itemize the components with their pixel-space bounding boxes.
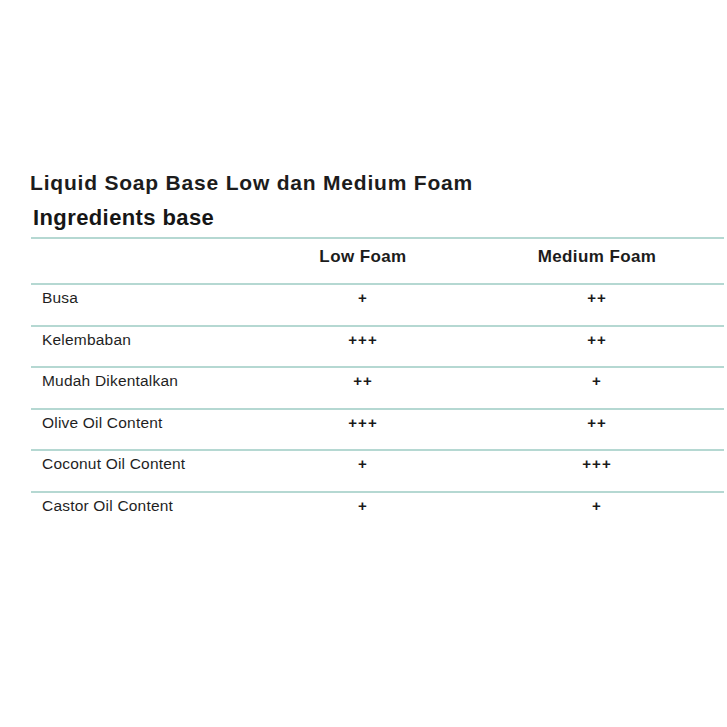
row-label-castor-oil-content: Castor Oil Content [31, 493, 250, 515]
mudah-dikentalkan-low-foam-value: ++ [250, 368, 476, 389]
castor-oil-low-foam-value: + [250, 493, 476, 514]
table-header-row: Low Foam Medium Foam [31, 239, 724, 283]
table-row: Mudah Dikentalkan ++ + [31, 366, 724, 408]
coconut-oil-low-foam-value: + [250, 451, 476, 472]
column-header-empty [31, 239, 250, 247]
mudah-dikentalkan-medium-foam-value: + [476, 368, 718, 389]
section-heading-ingredients-base: Ingredients base [33, 204, 214, 231]
soap-comparison-document: Liquid Soap Base Low dan Medium Foam Ing… [0, 0, 727, 727]
column-header-medium-foam: Medium Foam [476, 239, 718, 267]
busa-low-foam-value: + [250, 285, 476, 306]
table-row: Kelembaban +++ ++ [31, 325, 724, 367]
ingredients-comparison-table: Low Foam Medium Foam Busa + ++ Kelembaba… [31, 237, 724, 532]
column-header-low-foam: Low Foam [250, 239, 476, 267]
row-label-mudah-dikentalkan: Mudah Dikentalkan [31, 368, 250, 390]
busa-medium-foam-value: ++ [476, 285, 718, 306]
row-label-olive-oil-content: Olive Oil Content [31, 410, 250, 432]
castor-oil-medium-foam-value: + [476, 493, 718, 514]
row-label-coconut-oil-content: Coconut Oil Content [31, 451, 250, 473]
table-row: Busa + ++ [31, 283, 724, 325]
page-title: Liquid Soap Base Low dan Medium Foam [30, 170, 473, 196]
row-label-busa: Busa [31, 285, 250, 307]
row-label-kelembaban: Kelembaban [31, 327, 250, 349]
olive-oil-low-foam-value: +++ [250, 410, 476, 431]
table-row: Castor Oil Content + + [31, 491, 724, 533]
table-row: Olive Oil Content +++ ++ [31, 408, 724, 450]
coconut-oil-medium-foam-value: +++ [476, 451, 718, 472]
kelembaban-medium-foam-value: ++ [476, 327, 718, 348]
table-row: Coconut Oil Content + +++ [31, 449, 724, 491]
kelembaban-low-foam-value: +++ [250, 327, 476, 348]
olive-oil-medium-foam-value: ++ [476, 410, 718, 431]
